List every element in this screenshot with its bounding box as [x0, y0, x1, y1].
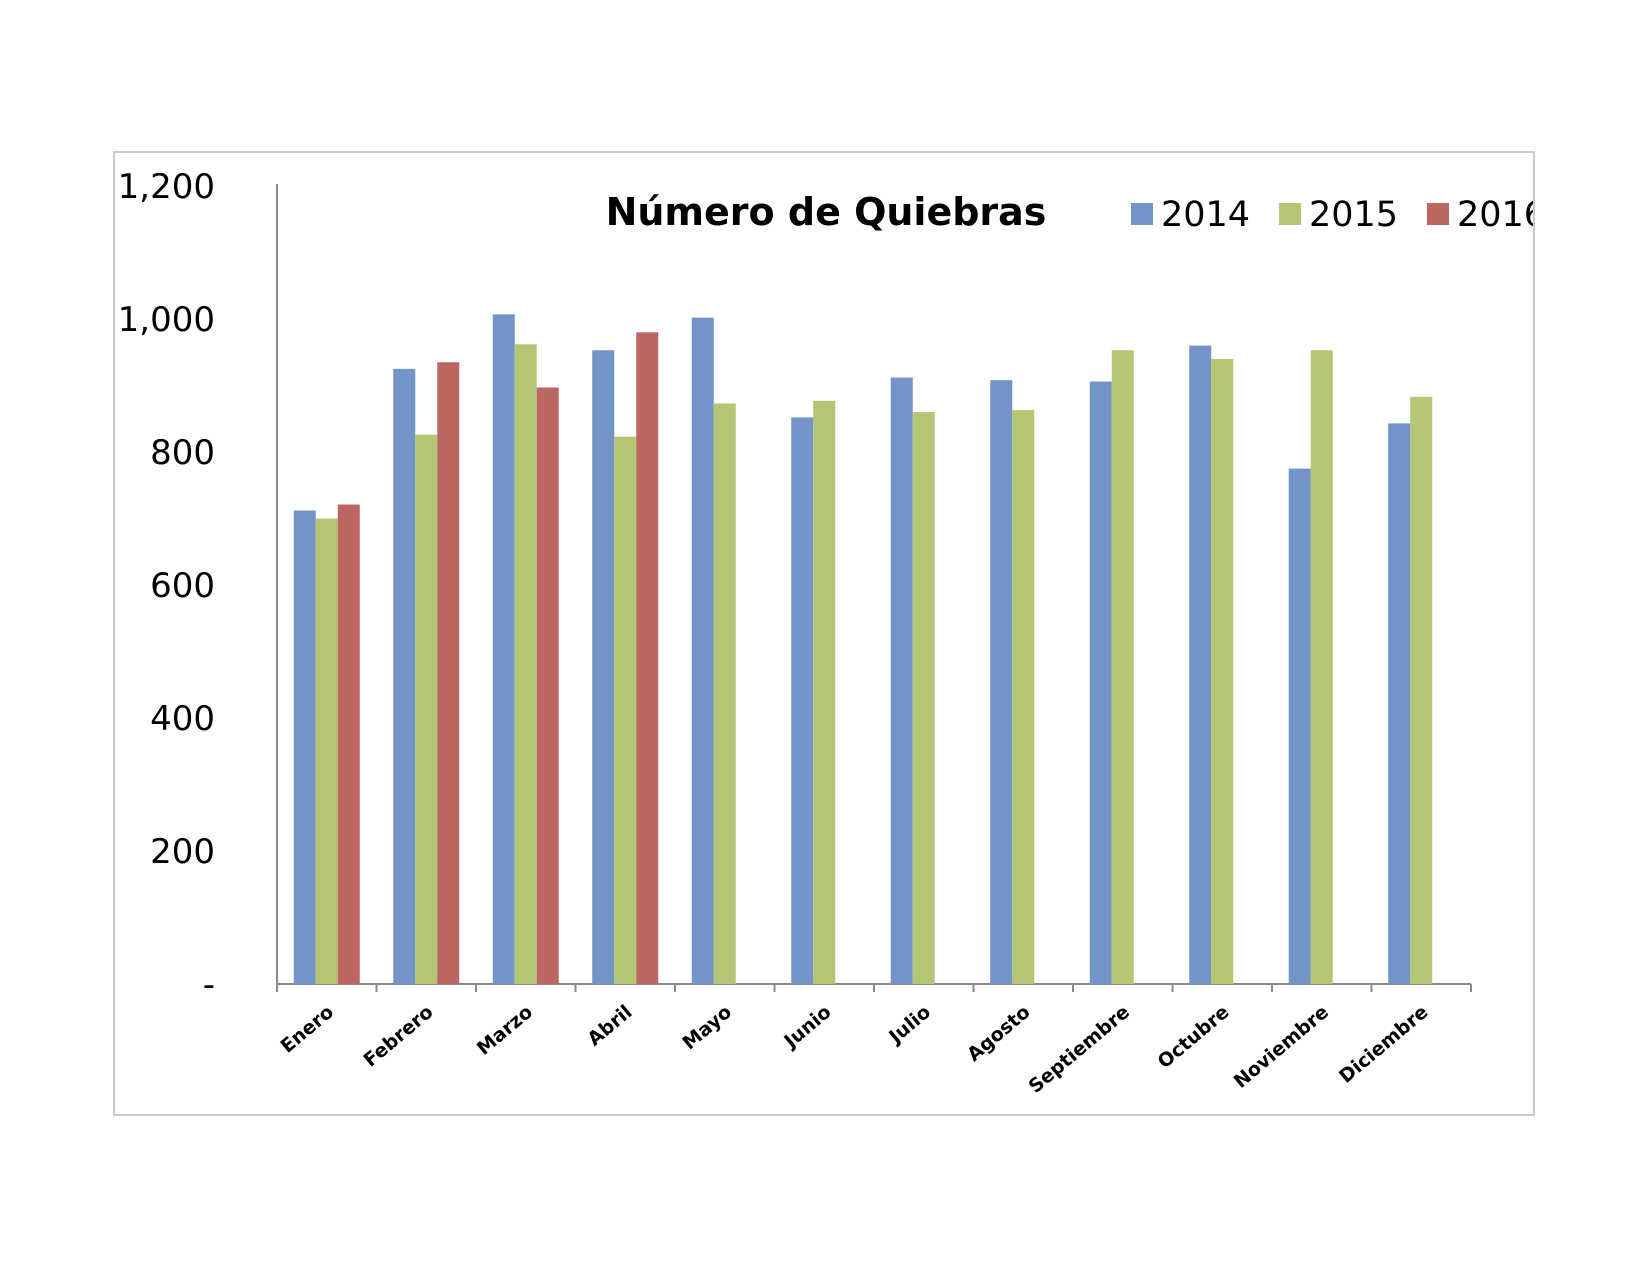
bar — [990, 380, 1013, 984]
x-tick-label: Enero — [276, 1001, 338, 1058]
y-tick-label: 1,200 — [118, 167, 215, 207]
bar — [393, 368, 416, 984]
bar — [1388, 423, 1411, 984]
x-tick-label: Septiembre — [1025, 1001, 1134, 1098]
bar — [1189, 345, 1212, 985]
bar — [1288, 468, 1311, 984]
y-tick-label: 600 — [150, 566, 215, 606]
legend-swatch — [1279, 203, 1301, 225]
y-tick-label: 200 — [150, 832, 215, 872]
y-tick-label: - — [203, 965, 215, 1005]
bar — [514, 344, 537, 984]
x-tick-label: Noviembre — [1230, 1001, 1333, 1093]
x-tick-label: Diciembre — [1335, 1001, 1432, 1088]
bar — [415, 434, 438, 985]
bar — [890, 377, 913, 984]
legend: 2014 2015 2016 — [1131, 195, 1533, 235]
legend-label: 2015 — [1309, 195, 1398, 235]
x-tick-label: Febrero — [359, 1001, 437, 1071]
bar — [592, 350, 615, 984]
legend-label: 2014 — [1161, 195, 1250, 235]
bar — [337, 504, 360, 984]
x-tick-label: Abril — [583, 1001, 636, 1050]
legend-swatch — [1427, 203, 1449, 225]
x-tick-label: Agosto — [963, 1001, 1034, 1066]
chart-title: Número de Quiebras — [606, 190, 1047, 234]
bar — [713, 403, 736, 984]
x-tick-label: Junio — [779, 1001, 836, 1054]
bar — [437, 362, 460, 985]
bar — [536, 387, 559, 984]
bar — [293, 510, 316, 984]
bar-chart: - 200 400 600 800 1,000 1,200 Enero Febrero Marzo… — [118, 167, 1533, 1098]
bar — [614, 436, 637, 985]
bar — [1310, 350, 1333, 984]
bar — [1211, 358, 1234, 984]
bar — [492, 314, 515, 985]
chart-frame: - 200 400 600 800 1,000 1,200 Enero Febrero Marzo… — [113, 151, 1535, 1116]
bar — [315, 518, 338, 984]
bar — [691, 317, 714, 984]
y-tick-label: 1,000 — [118, 300, 215, 340]
y-tick-label: 400 — [150, 699, 215, 739]
bar — [1111, 350, 1134, 984]
bar — [1410, 396, 1433, 984]
y-tick-label: 800 — [150, 433, 215, 473]
axes — [276, 184, 1472, 992]
bars — [293, 314, 1433, 985]
bar — [813, 400, 836, 984]
bar — [912, 412, 935, 985]
x-tick-label: Marzo — [473, 1001, 537, 1060]
legend-swatch — [1131, 203, 1153, 225]
x-tick-label: Julio — [884, 1001, 935, 1049]
bar — [636, 332, 659, 984]
x-tick-label: Mayo — [678, 1001, 735, 1054]
bar — [1089, 381, 1112, 984]
bar — [791, 417, 814, 984]
bar — [1012, 410, 1035, 985]
x-tick-label: Octubre — [1154, 1001, 1234, 1073]
legend-label: 2016 — [1457, 195, 1533, 235]
